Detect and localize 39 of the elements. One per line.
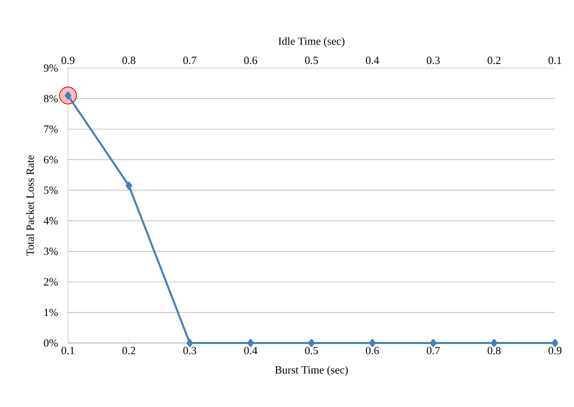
point: [369, 338, 376, 347]
point: [308, 338, 315, 347]
y-tick-label: 5%: [44, 186, 58, 194]
y-tick-label: 1%: [44, 308, 58, 316]
x-tick-label: 0.2: [122, 346, 136, 354]
point: [430, 338, 436, 347]
x-tick-label: 0.5: [305, 346, 318, 354]
x2-tick-label: 0.9: [62, 56, 74, 64]
x2-tick-label: 0.1: [548, 56, 562, 64]
y-tick-label: 0%: [44, 339, 58, 347]
point: [126, 182, 132, 190]
x-tick-label: 0.7: [426, 346, 440, 354]
y-tick-label: 9%: [44, 64, 58, 72]
x2-tick-label: 0.4: [366, 56, 380, 64]
x-tick-label: 0.6: [366, 346, 379, 354]
y-tick-label: 7%: [44, 125, 58, 133]
x-tick-label: 0.8: [488, 346, 501, 354]
y-tick-label: 3%: [44, 248, 58, 256]
x2-tick-label: 0.5: [305, 56, 318, 64]
point: [490, 338, 498, 347]
point: [552, 338, 558, 347]
x-tick-label: 0.4: [244, 346, 258, 354]
y-axis-title: Total Packet Loss Rate: [26, 155, 34, 256]
x2-tick-label: 0.7: [183, 56, 196, 64]
y-tick-label: 8%: [44, 94, 58, 102]
x-tick-label: 0.1: [62, 346, 74, 354]
x2-tick-label: 0.3: [426, 56, 440, 64]
x-tick-label: 0.9: [548, 346, 562, 354]
y-tick-label: 2%: [44, 278, 58, 286]
y-tick-label: 6%: [44, 156, 58, 164]
x2-tick-label: 0.2: [488, 56, 500, 64]
point: [186, 338, 194, 347]
x2-axis-title: Idle Time (sec): [278, 37, 344, 48]
x-tick-label: 0.3: [183, 346, 196, 354]
x2-tick-label: 0.6: [244, 56, 258, 64]
x-axis-title: Burst Time (sec): [275, 366, 348, 376]
point: [247, 338, 254, 347]
y-tick-label: 4%: [44, 217, 58, 224]
x2-tick-label: 0.8: [122, 56, 136, 64]
